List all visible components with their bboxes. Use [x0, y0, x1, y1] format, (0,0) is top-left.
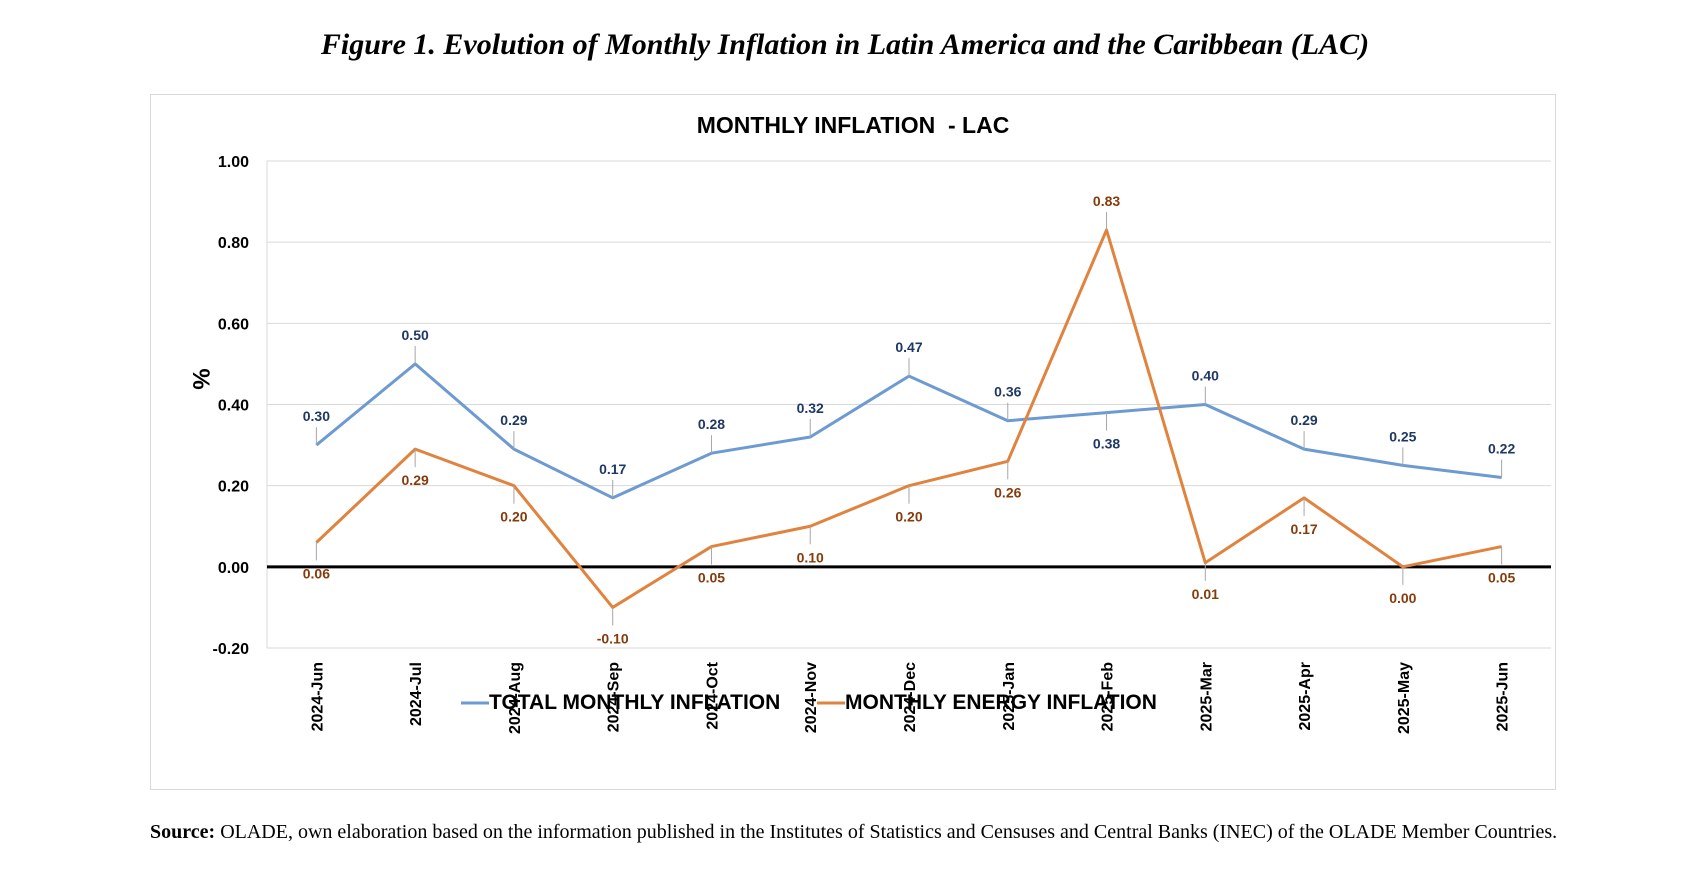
- y-tick-label: 0.20: [218, 479, 249, 496]
- legend: TOTAL MONTHLY INFLATION MONTHLY ENERGY IN…: [461, 691, 1157, 714]
- x-tick-label: 2025-Jun: [1495, 662, 1512, 731]
- x-tick-label: 2024-Oct: [704, 661, 721, 729]
- data-label-total: 0.50: [402, 327, 429, 343]
- data-label-energy: 0.17: [1290, 521, 1317, 537]
- y-tick-label: 0.60: [218, 316, 249, 333]
- y-axis-label: %: [187, 368, 214, 389]
- chart-frame: MONTHLY INFLATION - LAC % -0.20 0.00 0.20 0…: [150, 94, 1556, 790]
- data-label-total: 0.29: [500, 412, 527, 428]
- x-tick-label: 2024-Sep: [606, 662, 623, 732]
- data-label-total: 0.40: [1192, 368, 1219, 384]
- data-label-total: 0.32: [797, 400, 824, 416]
- source-note: Source: OLADE, own elaboration based on …: [150, 818, 1570, 846]
- legend-label-total: TOTAL MONTHLY INFLATION: [489, 691, 780, 714]
- x-tick-label: 2025-Feb: [1100, 662, 1117, 732]
- x-tick-label: 2024-Aug: [507, 662, 524, 734]
- grid-lines: [267, 160, 1551, 649]
- axes: -0.20 0.00 0.20 0.40 0.60 0.80 1.00 2024-Jun 202…: [213, 154, 1551, 734]
- data-labels: 0.30 0.50 0.29 0.17 0.28 0.32 0.47 0.36 0.38 0.40…: [303, 193, 1516, 646]
- data-label-energy: -0.10: [597, 630, 629, 646]
- legend-label-energy: MONTHLY ENERGY INFLATION: [845, 691, 1157, 714]
- data-label-energy: 0.29: [402, 472, 429, 488]
- data-label-energy: 0.05: [698, 570, 725, 586]
- y-tick-label: 0.40: [218, 398, 249, 415]
- x-tick-label: 2025-Jan: [1001, 662, 1018, 731]
- x-tick-label: 2024-Nov: [803, 662, 820, 733]
- data-label-energy: 0.26: [994, 484, 1021, 500]
- data-label-energy: 0.83: [1093, 193, 1120, 209]
- data-label-total: 0.25: [1389, 428, 1416, 444]
- source-text: OLADE, own elaboration based on the info…: [215, 821, 1558, 843]
- series-line-energy: [315, 228, 1502, 609]
- data-label-energy: 0.00: [1389, 590, 1416, 606]
- data-label-total: 0.47: [895, 339, 922, 355]
- data-label-total: 0.29: [1290, 412, 1317, 428]
- data-label-total: 0.17: [599, 461, 626, 477]
- x-tick-label: 2025-Apr: [1297, 662, 1314, 730]
- y-tick-label: -0.20: [213, 641, 250, 658]
- data-label-energy: 0.01: [1192, 586, 1219, 602]
- y-tick-label: 0.80: [218, 235, 249, 252]
- chart-title: MONTHLY INFLATION - LAC: [697, 112, 1010, 138]
- data-label-total: 0.28: [698, 416, 725, 432]
- data-label-energy: 0.05: [1488, 570, 1515, 586]
- data-label-energy: 0.10: [797, 549, 824, 565]
- data-label-energy: 0.06: [303, 565, 330, 581]
- x-tick-label: 2024-Jul: [408, 662, 425, 726]
- inflation-line-chart: MONTHLY INFLATION - LAC % -0.200.000.200…: [187, 112, 1551, 734]
- x-tick-label: 2024-Dec: [902, 662, 919, 732]
- y-tick-label: 1.00: [218, 154, 249, 171]
- series-lines: [315, 228, 1502, 609]
- x-tick-label: 2025-May: [1396, 662, 1413, 734]
- figure-title: Figure 1. Evolution of Monthly Inflation…: [320, 28, 1370, 61]
- x-tick-label: 2024-Jun: [309, 662, 326, 731]
- data-label-energy: 0.20: [895, 509, 922, 525]
- x-tick-label: 2025-Mar: [1198, 662, 1215, 731]
- data-label-total: 0.22: [1488, 441, 1515, 457]
- data-label-total: 0.36: [994, 384, 1021, 400]
- y-tick-label: 0.00: [218, 560, 249, 577]
- data-label-energy: 0.20: [500, 509, 527, 525]
- source-label: Source:: [150, 821, 216, 843]
- data-label-total: 0.38: [1093, 436, 1120, 452]
- data-label-total: 0.30: [303, 408, 330, 424]
